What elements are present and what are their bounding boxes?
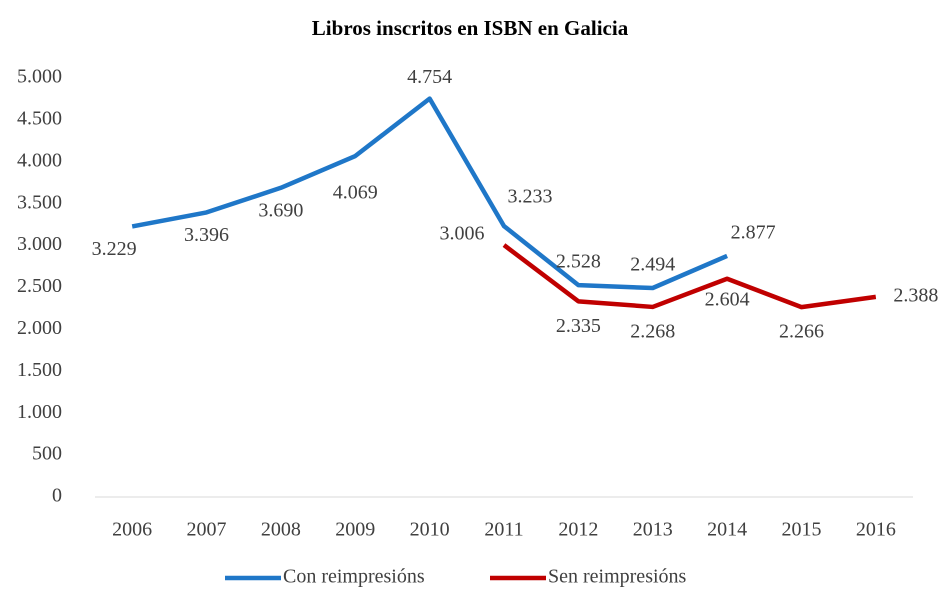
x-tick-label: 2006 xyxy=(112,519,152,541)
data-label: 3.233 xyxy=(508,186,553,208)
x-tick-label: 2007 xyxy=(187,519,227,541)
data-label: 4.069 xyxy=(333,182,378,204)
x-tick-label: 2011 xyxy=(484,519,523,541)
data-label: 2.528 xyxy=(556,251,601,273)
legend-label: Sen reimpresións xyxy=(548,566,687,588)
x-tick-label: 2009 xyxy=(335,519,375,541)
y-tick-label: 1.000 xyxy=(17,401,62,423)
y-tick-label: 4.500 xyxy=(17,107,62,129)
line-series xyxy=(131,96,728,291)
data-label: 3.396 xyxy=(184,224,229,246)
chart-title: Libros inscritos en ISBN en Galicia xyxy=(312,16,629,40)
data-label: 2.268 xyxy=(630,321,675,343)
data-label: 2.335 xyxy=(556,315,601,337)
line-series xyxy=(502,243,877,310)
data-label: 2.266 xyxy=(779,321,824,343)
data-label: 3.006 xyxy=(440,223,485,245)
x-tick-label: 2015 xyxy=(781,519,821,541)
data-label: 3.690 xyxy=(258,199,303,221)
data-label: 2.877 xyxy=(731,222,776,244)
x-tick-label: 2012 xyxy=(558,519,598,541)
y-tick-label: 2.500 xyxy=(17,275,62,297)
data-label: 2.494 xyxy=(630,254,675,276)
data-label: 3.229 xyxy=(92,238,137,260)
x-tick-label: 2013 xyxy=(633,519,673,541)
data-label: 4.754 xyxy=(407,66,452,88)
y-tick-label: 500 xyxy=(32,443,62,465)
x-tick-label: 2008 xyxy=(261,519,301,541)
x-tick-label: 2010 xyxy=(410,519,450,541)
data-label: 2.604 xyxy=(705,288,750,310)
x-tick-label: 2014 xyxy=(707,519,747,541)
y-tick-label: 4.000 xyxy=(17,149,62,171)
y-tick-label: 5.000 xyxy=(17,66,62,88)
y-tick-label: 0 xyxy=(52,485,62,507)
legend-label: Con reimpresións xyxy=(283,566,425,588)
y-tick-label: 3.000 xyxy=(17,233,62,255)
x-tick-label: 2016 xyxy=(856,519,896,541)
y-tick-label: 3.500 xyxy=(17,191,62,213)
data-label: 2.388 xyxy=(893,284,938,306)
y-tick-label: 2.000 xyxy=(17,317,62,339)
y-tick-label: 1.500 xyxy=(17,359,62,381)
